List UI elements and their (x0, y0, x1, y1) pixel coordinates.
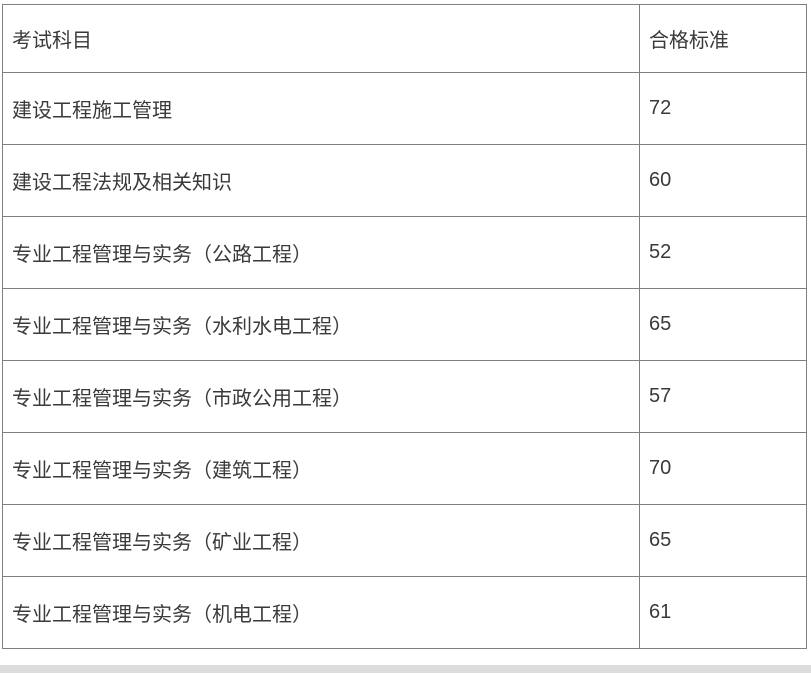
subject-cell: 专业工程管理与实务（矿业工程） (2, 504, 640, 577)
table-row: 专业工程管理与实务（矿业工程） 65 (2, 504, 807, 577)
subject-cell: 专业工程管理与实务（公路工程） (2, 216, 640, 289)
score-cell: 65 (639, 288, 807, 361)
score-cell: 61 (639, 576, 807, 649)
table-row: 建设工程施工管理 72 (2, 72, 807, 145)
subject-cell: 专业工程管理与实务（市政公用工程） (2, 360, 640, 433)
subject-cell: 专业工程管理与实务（水利水电工程） (2, 288, 640, 361)
table-row: 专业工程管理与实务（市政公用工程） 57 (2, 360, 807, 433)
pass-score-table: 考试科目 合格标准 建设工程施工管理 72 建设工程法规及相关知识 60 专业工… (2, 4, 807, 649)
table-header-row: 考试科目 合格标准 (2, 4, 807, 73)
score-cell: 57 (639, 360, 807, 433)
table-row: 专业工程管理与实务（建筑工程） 70 (2, 432, 807, 505)
table-row: 专业工程管理与实务（水利水电工程） 65 (2, 288, 807, 361)
table-row: 建设工程法规及相关知识 60 (2, 144, 807, 217)
score-cell: 65 (639, 504, 807, 577)
subject-cell: 专业工程管理与实务（机电工程） (2, 576, 640, 649)
table-row: 专业工程管理与实务（公路工程） 52 (2, 216, 807, 289)
score-cell: 70 (639, 432, 807, 505)
score-cell: 52 (639, 216, 807, 289)
subject-cell: 专业工程管理与实务（建筑工程） (2, 432, 640, 505)
subject-cell: 建设工程施工管理 (2, 72, 640, 145)
page: 考试科目 合格标准 建设工程施工管理 72 建设工程法规及相关知识 60 专业工… (0, 4, 811, 673)
header-score: 合格标准 (639, 4, 807, 73)
table-row: 专业工程管理与实务（机电工程） 61 (2, 576, 807, 649)
header-subject: 考试科目 (2, 4, 640, 73)
bottom-shadow-strip (0, 665, 811, 673)
score-cell: 72 (639, 72, 807, 145)
score-cell: 60 (639, 144, 807, 217)
subject-cell: 建设工程法规及相关知识 (2, 144, 640, 217)
